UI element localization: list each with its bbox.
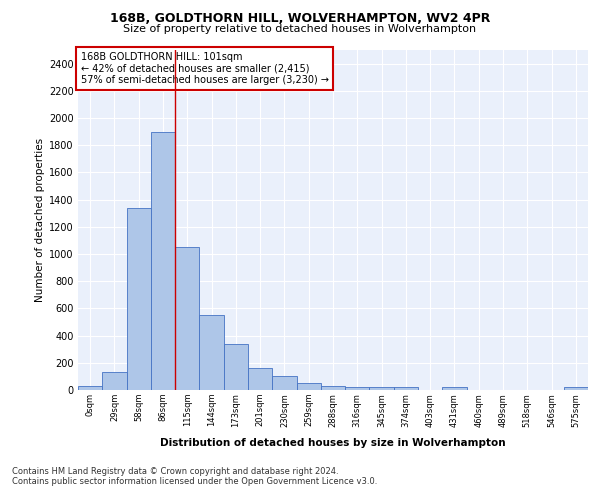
Bar	[248, 368, 272, 390]
Bar	[370, 388, 394, 390]
Bar	[345, 386, 370, 390]
Bar	[224, 344, 248, 390]
Text: Distribution of detached houses by size in Wolverhampton: Distribution of detached houses by size …	[160, 438, 506, 448]
Y-axis label: Number of detached properties: Number of detached properties	[35, 138, 45, 302]
Bar	[102, 372, 127, 390]
Bar	[199, 315, 224, 390]
Text: Size of property relative to detached houses in Wolverhampton: Size of property relative to detached ho…	[124, 24, 476, 34]
Bar	[321, 386, 345, 390]
Bar	[175, 247, 199, 390]
Text: Contains public sector information licensed under the Open Government Licence v3: Contains public sector information licen…	[12, 478, 377, 486]
Bar	[151, 132, 175, 390]
Bar	[127, 208, 151, 390]
Bar	[394, 388, 418, 390]
Text: 168B GOLDTHORN HILL: 101sqm
← 42% of detached houses are smaller (2,415)
57% of : 168B GOLDTHORN HILL: 101sqm ← 42% of det…	[80, 52, 329, 85]
Bar	[272, 376, 296, 390]
Bar	[296, 382, 321, 390]
Bar	[442, 388, 467, 390]
Bar	[78, 386, 102, 390]
Text: Contains HM Land Registry data © Crown copyright and database right 2024.: Contains HM Land Registry data © Crown c…	[12, 468, 338, 476]
Text: 168B, GOLDTHORN HILL, WOLVERHAMPTON, WV2 4PR: 168B, GOLDTHORN HILL, WOLVERHAMPTON, WV2…	[110, 12, 490, 26]
Bar	[564, 388, 588, 390]
